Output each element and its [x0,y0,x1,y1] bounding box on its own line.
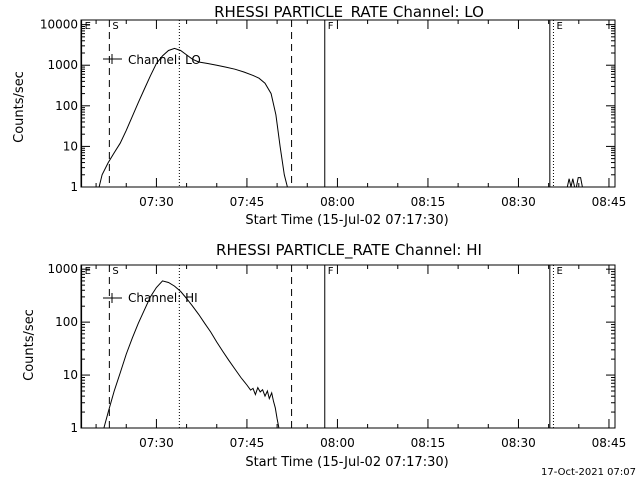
y-tick-label: 1000 [47,262,78,276]
y-tick-label: 10000 [40,18,78,32]
y-axis-label: Counts/sec [12,71,27,143]
x-tick-label: 08:45 [592,436,627,450]
event-marker-label: E [556,21,562,32]
generation-timestamp: 17-Oct-2021 07:07 [541,467,636,478]
x-tick-label: 07:30 [139,195,174,209]
series-line [103,280,280,429]
legend-label: Channel: LO [128,53,201,67]
x-tick-label: 07:45 [230,195,265,209]
x-axis-label: Start Time (15-Jul-02 07:17:30) [245,455,448,470]
x-tick-label: 08:30 [501,436,536,450]
plot-area: 1 10 100 1000 10000 07:30 07:45 08:00 08:15 08:30… [40,18,626,209]
x-tick-label: 08:00 [320,436,355,450]
plot-area: 1 10 100 1000 07:30 07:45 08:00 08:15 08:30 08:45… [47,262,626,450]
event-marker-label: S [112,21,118,32]
y-tick-label: 100 [55,315,78,329]
event-marker-label: E [85,266,91,277]
x-tick-label: 07:45 [230,436,265,450]
series-line [98,47,288,188]
event-marker-label: E [85,21,91,32]
chart-hi: RHESSI PARTICLE_RATE Channel: HI Start T… [22,241,626,470]
y-tick-label: 1 [70,180,78,194]
event-marker-label: S [112,266,118,277]
chart-lo: RHESSI PARTICLE_RATE Channel: LO Start T… [12,3,626,228]
y-tick-label: 1 [70,421,78,435]
event-marker-label: F [328,266,334,277]
plot-frame [80,19,616,188]
x-tick-label: 08:15 [411,195,446,209]
x-tick-label: 08:30 [501,195,536,209]
event-marker-label: F [328,21,334,32]
series-line [566,178,576,188]
chart-title: RHESSI PARTICLE_RATE Channel: LO [214,3,484,22]
y-tick-label: 100 [55,99,78,113]
legend-label: Channel: HI [128,291,198,305]
event-marker-label: E [556,266,562,277]
plot-frame [80,264,616,429]
y-tick-label: 1000 [47,58,78,72]
x-tick-label: 08:45 [592,195,627,209]
x-tick-label: 08:00 [320,195,355,209]
y-axis-label: Counts/sec [22,309,37,381]
y-tick-label: 10 [63,139,78,153]
y-tick-label: 10 [63,368,78,382]
x-tick-label: 08:15 [411,436,446,450]
chart-title: RHESSI PARTICLE_RATE Channel: HI [216,241,482,260]
series-line [575,177,583,188]
x-axis-label: Start Time (15-Jul-02 07:17:30) [245,213,448,228]
x-tick-label: 07:30 [139,436,174,450]
